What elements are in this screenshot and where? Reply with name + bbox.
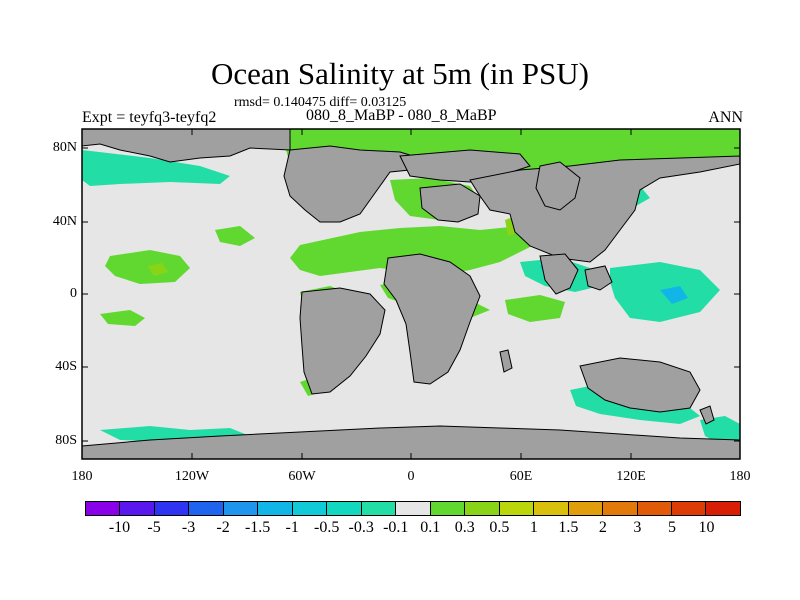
lat-label-40n: 40N [52,214,77,229]
lon-label-180w: 180 [71,469,93,484]
africa-landmass [383,253,481,385]
colorbar-box-17 [671,502,707,515]
colorbar-box-2 [154,502,190,515]
colorbar-box-10 [430,502,466,515]
axis-ticks [81,129,741,459]
colorbar [85,501,741,516]
north-pacific-positive [215,226,255,246]
colorbar-label: -10 [108,519,131,536]
colorbar-box-4 [223,502,259,515]
colorbar-label: -0.3 [348,519,374,536]
colorbar-box-16 [637,502,672,515]
antarctic-east-negative [700,416,740,444]
lon-label-120w: 120W [174,469,210,484]
north-america-landmass [81,128,291,163]
colorbar-label: 5 [667,519,676,536]
south-pacific-positive [100,310,145,326]
colorbar-label: -5 [147,519,161,536]
new-zealand-landmass [699,405,715,425]
season-label: ANN [708,109,743,126]
land-masses [81,128,741,460]
colorbar-box-14 [568,502,604,515]
india-landmass [539,253,579,295]
colorbar-label: 0.3 [454,519,475,536]
lon-label-60e: 60E [509,469,533,484]
colorbar-box-8 [361,502,397,515]
lat-label-80s: 80S [55,433,77,448]
lon-label-60w: 60W [288,469,316,484]
lat-label-80n: 80N [52,140,77,155]
colorbar-label: 2 [598,519,607,536]
colorbar-label: -3 [181,519,196,536]
south-america-landmass [299,287,386,395]
colorbar-box-11 [465,502,500,515]
lat-label-40s: 40S [55,359,77,374]
arctic-pacific-negative [82,150,230,186]
colorbar-box-3 [189,502,224,515]
central-pacific-positive [105,250,190,284]
colorbar-label: 10 [698,519,715,536]
australia-landmass [579,357,701,413]
colorbar-box-7 [327,502,362,515]
colorbar-box-0 [86,502,121,515]
east-indian-positive [505,295,565,322]
colorbar-label: 3 [633,519,642,536]
europe-landmass [419,183,481,223]
stats-text: rmsd= 0.140475 diff= 0.03125 [234,95,407,110]
colorbar-box-6 [292,502,328,515]
colorbar-label: 0.5 [489,519,510,536]
lon-label-180e: 180 [729,469,751,484]
madagascar-landmass [499,349,513,373]
colorbar-box-9 [396,502,431,515]
colorbar-label: 1.5 [558,519,579,536]
plot-title: Ocean Salinity at 5m (in PSU) [211,56,589,91]
colorbar-label: 0.1 [420,519,441,536]
siberia-landmass [535,161,581,211]
colorbar-label: -0.5 [314,519,340,536]
colorbar-label: -1 [285,519,299,536]
colorbar-box-12 [499,502,535,515]
colorbar-box-15 [603,502,638,515]
colorbar-label: -2 [216,519,230,536]
colorbar-label: -1.5 [244,519,271,536]
lon-label-120e: 120E [616,469,646,484]
canada-landmass [283,145,421,223]
lat-label-0: 0 [70,286,77,301]
case-label: 080_8_MaBP - 080_8_MaBP [306,107,497,124]
colorbar-box-1 [120,502,155,515]
colorbar-label: 1 [529,519,538,536]
colorbar-box-5 [258,502,293,515]
negative-anomaly-regions [82,150,740,444]
colorbar-label: -0.1 [383,519,409,536]
atlantic-positive [290,226,540,276]
colorbar-box-13 [534,502,569,515]
se-asia-landmass [584,265,613,291]
lon-label-0: 0 [407,469,415,484]
experiment-label: Expt = teyfq3-teyfq2 [82,109,217,126]
colorbar-box-18 [706,502,740,515]
